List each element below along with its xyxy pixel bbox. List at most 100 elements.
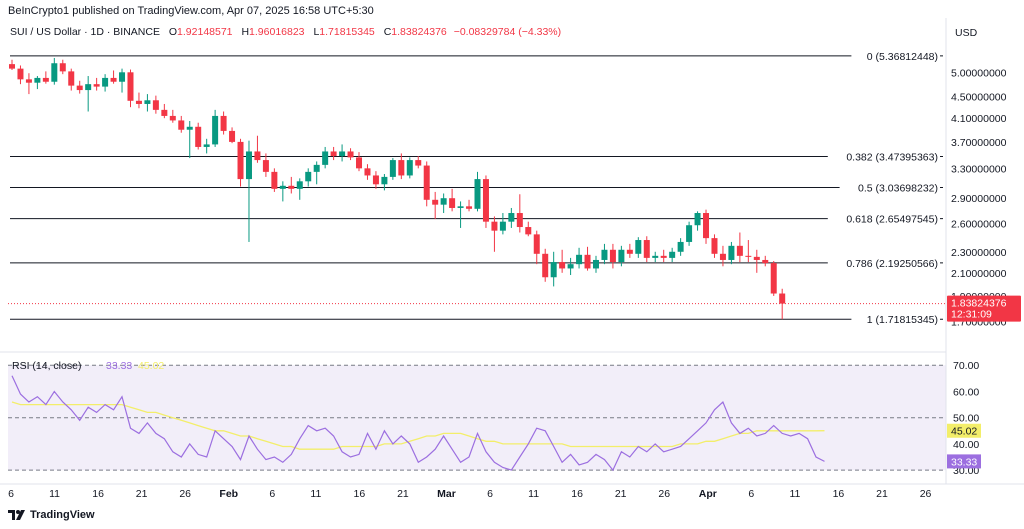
candle: [406, 157, 413, 179]
candle-body: [762, 259, 769, 264]
candle-body: [152, 100, 159, 110]
symbol-legend: SUI / US Dollar · 1D · BINANCE O1.921485…: [10, 26, 561, 38]
candle-body: [51, 63, 58, 82]
candle: [262, 153, 269, 177]
candle: [457, 201, 464, 228]
rsi-legend-value: 33.33: [106, 360, 132, 372]
candle: [677, 238, 684, 256]
candle: [305, 168, 312, 187]
fib-label-background: [839, 180, 940, 195]
candle-body: [643, 240, 650, 258]
high-value: 1.96016823: [249, 26, 305, 38]
candle: [601, 243, 608, 265]
candle-body: [533, 234, 540, 254]
candle-body: [296, 181, 303, 189]
candle: [110, 70, 117, 84]
candle: [102, 74, 109, 92]
candle: [296, 178, 303, 200]
candle: [372, 171, 379, 189]
time-tick-label: 21: [136, 488, 148, 500]
low-label: L: [313, 26, 320, 38]
candle: [322, 146, 329, 169]
candle-body: [542, 253, 549, 278]
candle: [626, 243, 633, 258]
fib-level-label: 0.382 (3.47395363): [846, 151, 938, 163]
published-by-line: BeInCrypto1 published on TradingView.com…: [8, 5, 374, 17]
last-price-value: 1.83824376: [951, 298, 1007, 310]
candle-body: [449, 198, 456, 208]
candle-body: [76, 85, 83, 91]
candle: [703, 209, 710, 244]
price-tick-label: 5.00000000: [951, 67, 1007, 79]
candle: [356, 152, 363, 172]
candle: [119, 68, 126, 93]
candle-body: [127, 72, 134, 101]
candle-body: [440, 198, 447, 205]
candle-body: [372, 175, 379, 185]
time-tick-label: 21: [397, 488, 409, 500]
candle-body: [516, 213, 523, 228]
candle: [339, 144, 346, 162]
candle-body: [686, 225, 693, 242]
candle: [203, 138, 210, 154]
candle-body: [491, 221, 498, 231]
candle: [618, 245, 625, 267]
last-price-countdown: 12:31:09: [951, 309, 992, 321]
price-tick-label: 2.60000000: [951, 218, 1007, 230]
candle: [178, 115, 185, 133]
candle: [440, 193, 447, 214]
rsi-tick-label: 50.00: [953, 413, 979, 425]
fib-label-background: [851, 48, 940, 63]
candle-body: [567, 264, 574, 269]
symbol-title[interactable]: SUI / US Dollar · 1D · BINANCE: [10, 26, 160, 38]
candle-body: [9, 64, 15, 69]
close-label: C: [383, 26, 392, 38]
high-label: H: [241, 26, 250, 38]
candle-body: [288, 185, 295, 189]
candle-body: [212, 115, 219, 145]
candle: [516, 194, 523, 233]
candle: [686, 221, 693, 246]
candle-body: [195, 126, 202, 147]
change-value: −0.08329784 (−4.33%): [453, 26, 562, 38]
footer-brand[interactable]: TradingView: [8, 509, 95, 521]
candle: [474, 171, 481, 212]
candle-body: [144, 100, 151, 104]
candle: [499, 213, 506, 235]
candle-body: [618, 249, 625, 263]
rsi-tag: [947, 454, 981, 469]
candle-body: [652, 255, 659, 258]
price-tick-label: 2.10000000: [951, 268, 1007, 280]
time-tick-label: 16: [833, 488, 845, 500]
candle: [76, 80, 83, 94]
rsi-pane: RSI (14, close) 33.33 45.02: [8, 360, 946, 472]
candle: [195, 122, 202, 150]
rsi-tick-label: 70.00: [953, 360, 979, 372]
candle-body: [271, 171, 278, 189]
candle: [753, 249, 760, 273]
candle-body: [110, 77, 117, 82]
candle-body: [178, 120, 185, 130]
candle-body: [406, 160, 413, 176]
last-price-tag: [947, 295, 1021, 322]
candle: [245, 140, 252, 242]
candle-body: [728, 245, 735, 260]
candle-body: [592, 259, 599, 269]
candle-body: [262, 160, 269, 172]
time-tick-label: 6: [748, 488, 754, 500]
chart-canvas[interactable]: 0 (5.36812448) 0.382 (3.47395363) 0.5 (3.0…: [0, 0, 1024, 505]
candle: [423, 161, 430, 207]
candle-body: [220, 115, 227, 131]
candle: [542, 248, 549, 282]
fibonacci-levels: 0 (5.36812448) 0.382 (3.47395363) 0.5 (3.0…: [10, 48, 943, 327]
candle: [533, 230, 540, 265]
time-tick-label: Mar: [437, 488, 456, 500]
candle-body: [254, 151, 261, 161]
candle-body: [42, 77, 49, 82]
candle-body: [102, 77, 109, 87]
candle-body: [17, 68, 24, 80]
candle: [127, 69, 134, 108]
price-tick-label: 4.50000000: [951, 92, 1007, 104]
fib-label-background: [827, 211, 940, 226]
